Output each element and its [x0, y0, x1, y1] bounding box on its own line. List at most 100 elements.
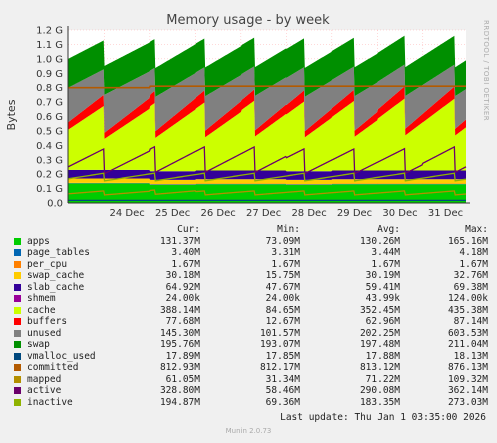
legend-min: 31.34M: [265, 373, 300, 385]
legend-max: 211.04M: [447, 339, 488, 350]
legend-max: 32.76M: [453, 270, 488, 281]
legend-name: per_cpu: [27, 258, 68, 270]
legend-min: 24.00k: [265, 293, 300, 304]
legend-row-swap: swap 195.76M 193.07M 197.48M 211.04M: [12, 339, 488, 351]
legend-swatch: [14, 364, 21, 371]
legend-swatch: [14, 318, 21, 325]
legend-cur: 64.92M: [165, 281, 200, 293]
munin-version: Munin 2.0.73: [225, 427, 272, 435]
legend-cur: 17.89M: [165, 350, 200, 362]
legend-cur: 77.68M: [165, 316, 200, 327]
legend-row-shmem: shmem 24.00k 24.00k 43.99k 124.00k: [12, 293, 488, 305]
legend-max: 4.18M: [459, 247, 488, 258]
legend-table: Cur: Min: Avg: Max: apps 131.37M 73.09M 130…: [12, 224, 488, 408]
legend-name: slab_cache: [27, 281, 85, 293]
legend-swatch: [14, 387, 21, 394]
legend-swatch: [14, 237, 21, 245]
chart-title: Memory usage - by week: [166, 13, 330, 28]
header-min: Min:: [277, 224, 300, 235]
y-tick-label: 0.1 G: [36, 184, 63, 195]
area-unused: [68, 64, 466, 133]
y-tick-label: 0.5 G: [36, 126, 63, 137]
legend-row-swap_cache: swap_cache 30.18M 15.75M 30.19M 32.76M: [12, 270, 488, 282]
legend-avg: 202.25M: [359, 327, 400, 339]
legend-min: 12.67M: [265, 316, 300, 327]
legend-name: mapped: [27, 373, 62, 385]
legend-rows: apps 131.37M 73.09M 130.26M 165.16M page_tabl…: [12, 236, 488, 409]
legend-name: swap: [27, 339, 50, 350]
legend-name: committed: [27, 362, 79, 373]
line-active: [67, 145, 467, 175]
legend-cur: 1.67M: [171, 258, 200, 270]
legend-cur: 24.00k: [165, 293, 200, 304]
legend-min: 15.75M: [265, 270, 300, 281]
area-per_cpu: [68, 182, 466, 185]
x-tick-label: 27 Dec: [246, 208, 281, 219]
area-swap_cache: [68, 178, 466, 185]
y-axis-label: Bytes: [5, 99, 18, 130]
legend-max: 109.32M: [447, 373, 488, 385]
legend-row-page_tables: page_tables 3.40M 3.31M 3.44M 4.18M: [12, 247, 488, 259]
legend-swatch: [14, 306, 21, 314]
legend-min: 47.67M: [265, 281, 300, 293]
legend-max: 1.67M: [459, 258, 488, 270]
legend-max: 362.14M: [447, 385, 488, 396]
legend-max: 69.38M: [453, 281, 488, 293]
legend-name: vmalloc_used: [27, 350, 96, 362]
legend-min: 1.67M: [271, 258, 300, 270]
legend-cur: 812.93M: [159, 362, 200, 373]
area-page_tables: [68, 183, 466, 185]
legend-min: 69.36M: [265, 396, 300, 408]
legend-max: 435.38M: [447, 304, 488, 316]
y-tick-label: 0.4 G: [36, 141, 63, 152]
x-tick-label: 28 Dec: [291, 208, 326, 219]
area-swap: [68, 35, 466, 97]
legend-name: swap_cache: [27, 270, 85, 281]
legend-avg: 3.44M: [371, 247, 400, 258]
y-tick-label: 0.7 G: [36, 98, 63, 109]
line-inactive: [67, 172, 467, 182]
last-update: Last update: Thu Jan 1 03:35:00 2026: [280, 412, 486, 423]
area-cache: [68, 98, 466, 172]
line-committed: [68, 85, 466, 89]
legend-name: page_tables: [27, 247, 90, 258]
header-cur: Cur:: [177, 224, 200, 235]
legend-cur: 131.37M: [159, 235, 200, 247]
legend-swatch: [14, 375, 21, 383]
legend-max: 273.03M: [447, 396, 488, 408]
legend-swatch: [14, 295, 21, 302]
legend-swatch: [14, 352, 21, 360]
legend-row-committed: committed 812.93M 812.17M 813.12M 876.13M: [12, 362, 488, 374]
legend-avg: 813.12M: [359, 362, 400, 373]
legend-max: 124.00k: [447, 293, 488, 304]
legend-row-vmalloc_used: vmalloc_used 17.89M 17.85M 17.88M 18.13M: [12, 351, 488, 363]
legend-min: 58.46M: [265, 385, 300, 396]
legend-row-inactive: inactive 194.87M 69.36M 183.35M 273.03M: [12, 397, 488, 409]
legend-swatch: [14, 272, 21, 279]
area-buffers: [68, 86, 466, 139]
legend-swatch: [14, 341, 21, 348]
legend-avg: 183.35M: [359, 396, 400, 408]
y-tick-label: 1.2 G: [36, 26, 63, 37]
legend-name: apps: [27, 235, 50, 247]
legend-avg: 17.88M: [365, 350, 400, 362]
legend-row-cache: cache 388.14M 84.65M 352.45M 435.38M: [12, 305, 488, 317]
legend-min: 3.31M: [271, 247, 300, 258]
x-tick-label: 31 Dec: [428, 208, 463, 219]
header-avg: Avg:: [377, 224, 400, 235]
legend-min: 101.57M: [259, 327, 300, 339]
header-max: Max:: [465, 224, 488, 235]
y-tick-label: 0.6 G: [36, 112, 63, 123]
legend-row-unused: unused 145.30M 101.57M 202.25M 603.53M: [12, 328, 488, 340]
x-tick-label: 24 Dec: [109, 208, 144, 219]
legend-max: 87.14M: [453, 316, 488, 327]
legend-row-mapped: mapped 61.05M 31.34M 71.22M 109.32M: [12, 374, 488, 386]
rrdtool-credit: RRDTOOL / TOBI OETIKER: [482, 20, 490, 121]
x-tick-label: 30 Dec: [382, 208, 417, 219]
legend-avg: 43.99k: [365, 293, 400, 304]
legend-swatch: [14, 249, 21, 256]
y-tick-label: 1.0 G: [36, 54, 63, 65]
legend-name: buffers: [27, 316, 68, 327]
legend-avg: 197.48M: [359, 339, 400, 350]
legend-avg: 352.45M: [359, 304, 400, 316]
